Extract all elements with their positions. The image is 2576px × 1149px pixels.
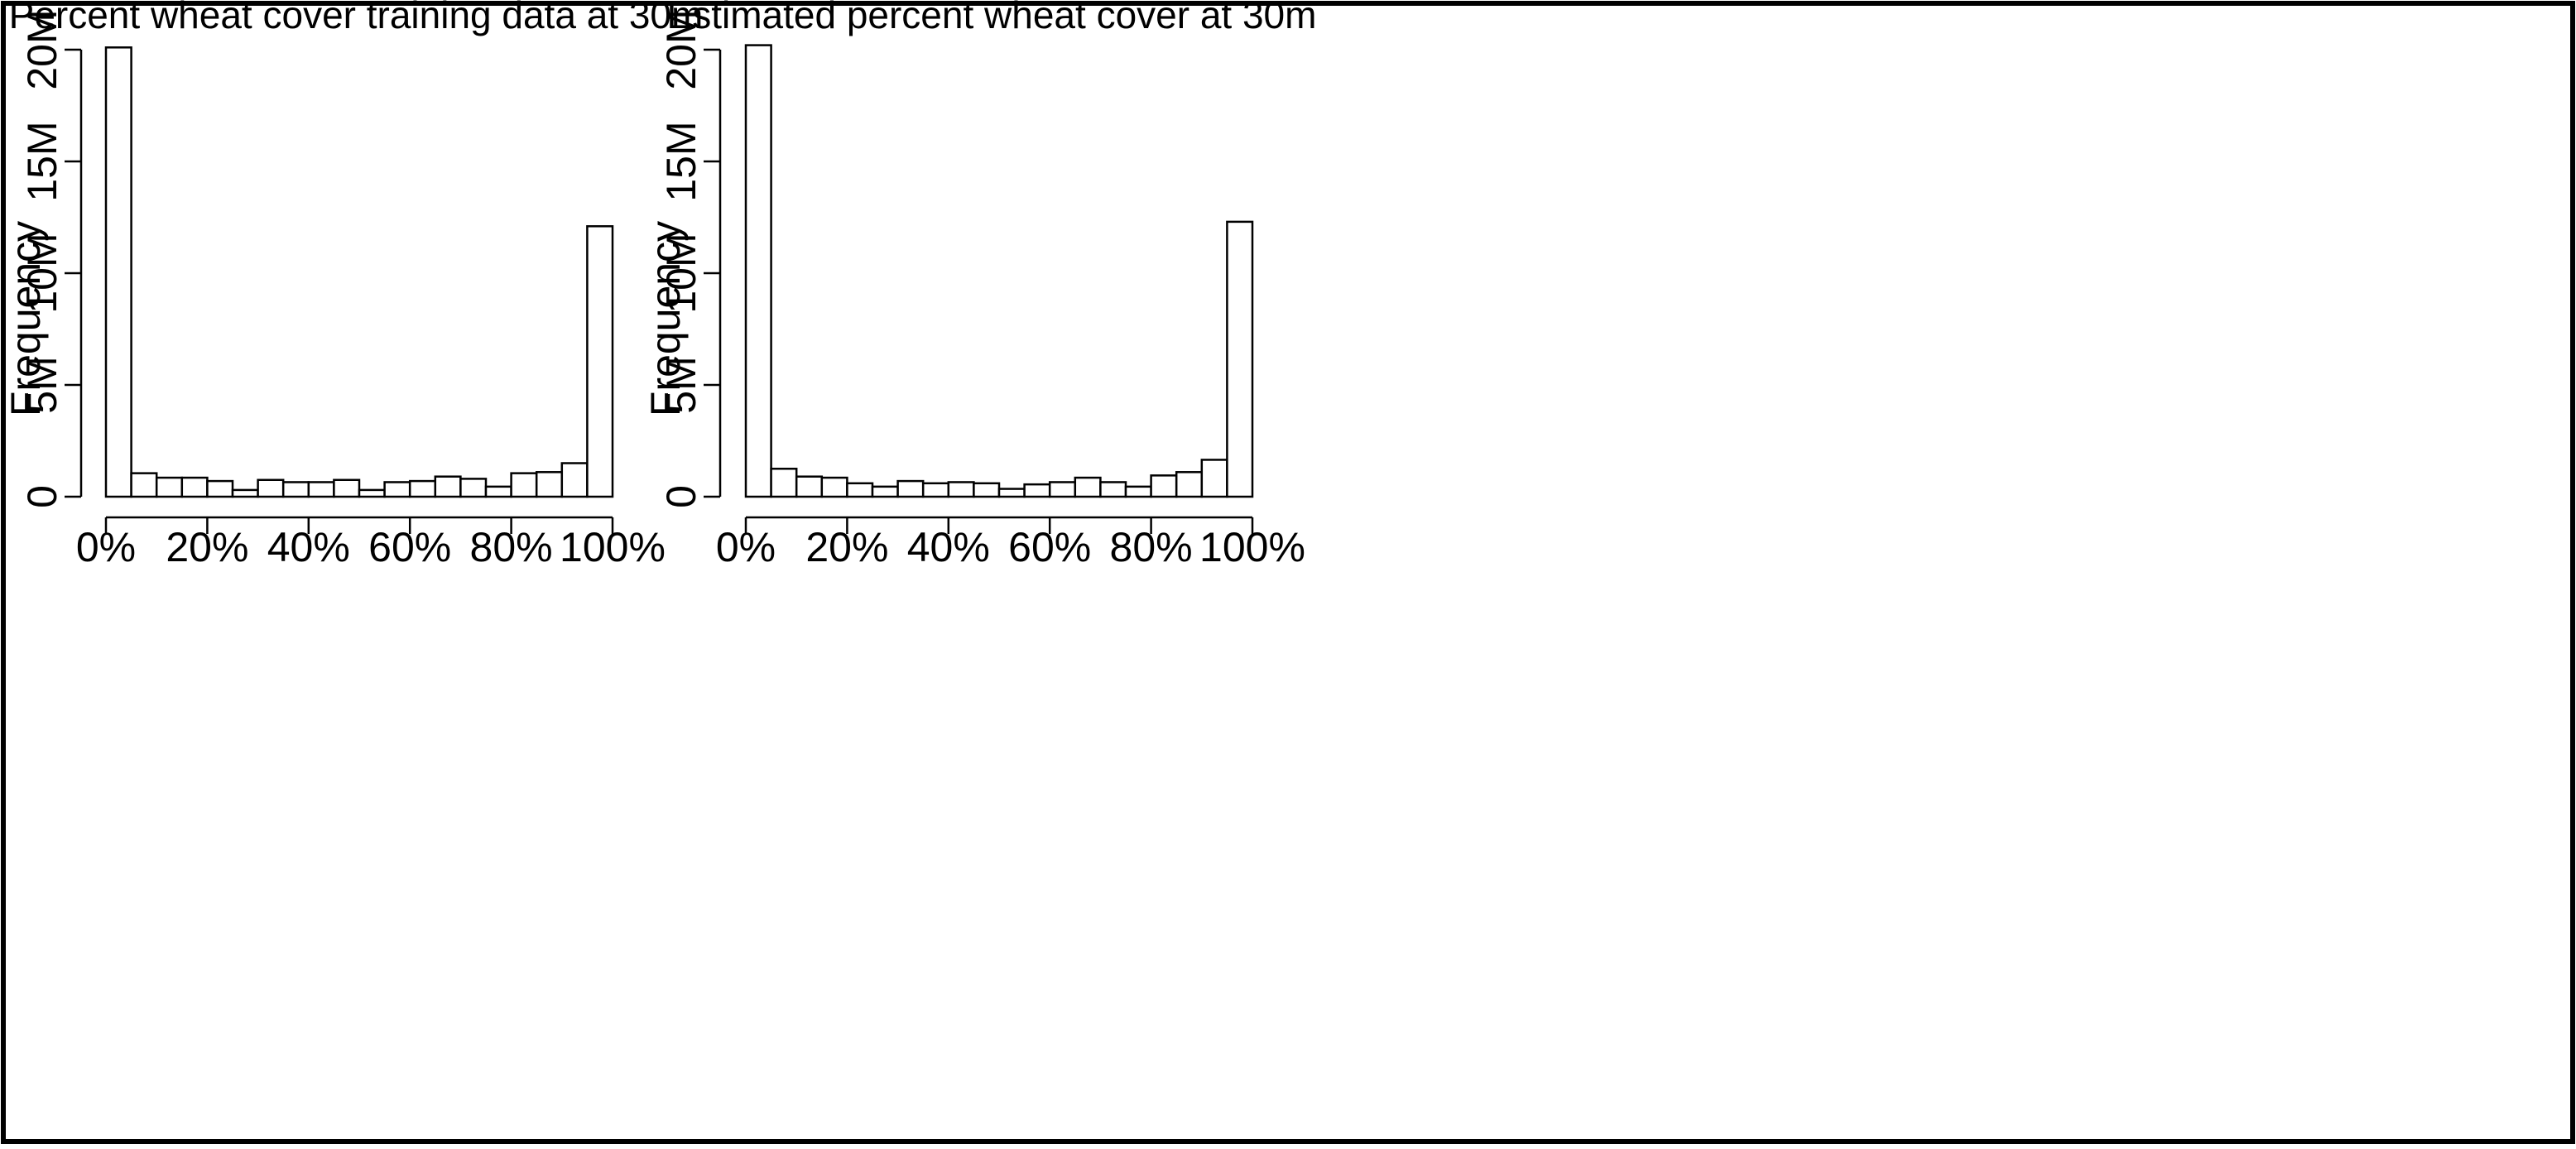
panel-1-bar-8 — [281, 481, 310, 498]
panel-1-bar-15 — [459, 478, 488, 498]
panel-2-bar-10 — [973, 482, 1001, 498]
panel-1-x-tick-label-4: 60% — [368, 524, 451, 570]
panel-1-bar-19 — [560, 462, 589, 498]
panel-1-x-tick-label-5: 80% — [470, 524, 553, 570]
panel-1-bar-2 — [130, 472, 158, 498]
panel-2-x-tick-label-5: 80% — [1110, 524, 1193, 570]
panel-2-y-tick-label-5: 20M — [658, 9, 704, 89]
panel-2-bar-18 — [1175, 471, 1204, 498]
panel-2-y-tick-label-1: 0 — [658, 485, 704, 508]
panel-2-bar-16 — [1124, 485, 1152, 498]
panel-2-bar-15 — [1099, 481, 1127, 498]
panel-1-bar-3 — [155, 476, 184, 498]
panel-2-y-tick-label-2: 5M — [658, 356, 704, 413]
panel-2-bar-2 — [770, 468, 798, 498]
panel-1-y-axis-label: Frequency — [2, 221, 49, 416]
panel-2-x-tick-label-3: 40% — [907, 524, 990, 570]
panel-1-bar-16 — [484, 485, 512, 498]
panel-1-bar-6 — [231, 488, 259, 498]
panel-2-bar-8 — [921, 482, 950, 498]
panel-2-bar-14 — [1074, 476, 1102, 498]
panel-1-bar-18 — [535, 471, 564, 498]
panel-2-bar-1 — [744, 44, 772, 498]
panel-2-bar-20 — [1226, 220, 1254, 498]
panel-2-bar-19 — [1200, 459, 1228, 498]
panel-1-bar-9 — [307, 481, 335, 498]
panel-2-y-tick-label-4: 15M — [658, 121, 704, 201]
panel-1-x-tick-label-6: 100% — [560, 524, 666, 570]
panel-2-y-axis-label: Frequency — [642, 221, 689, 416]
panel-1-bar-17 — [510, 472, 538, 498]
panel-2-bar-13 — [1048, 481, 1077, 498]
panel-2-bar-11 — [997, 488, 1026, 498]
panel-2-bar-7 — [896, 479, 925, 498]
panel-2-bar-3 — [795, 475, 824, 498]
panel-1-bar-14 — [434, 475, 462, 498]
panel-1-y-tick-label-1: 0 — [19, 485, 65, 508]
panel-2-bar-5 — [846, 482, 874, 498]
panel-1-bar-12 — [383, 481, 411, 498]
panel-1-bar-5 — [206, 479, 234, 498]
panel-1-y-tick-label-5: 20M — [19, 9, 65, 89]
panel-2-x-tick-label-6: 100% — [1199, 524, 1305, 570]
panel-1-x-tick-label-2: 20% — [166, 524, 248, 570]
panel-2-bar-6 — [871, 485, 899, 498]
panel-1-title: Percent wheat cover training data at 30m — [9, 0, 704, 36]
panel-1-bar-4 — [180, 476, 209, 498]
panel-2-x-tick-label-4: 60% — [1008, 524, 1091, 570]
panel-2-x-tick-label-2: 20% — [805, 524, 888, 570]
panel-1-bar-10 — [333, 478, 361, 498]
panel-1-x-tick-label-1: 0% — [76, 524, 136, 570]
panel-2-x-tick-label-1: 0% — [716, 524, 776, 570]
panel-1-y-tick-label-2: 5M — [19, 356, 65, 413]
panel-2-title: Estimated percent wheat cover at 30m — [667, 0, 1317, 36]
panel-2-bar-9 — [947, 481, 975, 498]
panel-1-bar-1 — [104, 46, 132, 498]
panel-1-bar-7 — [257, 478, 285, 498]
panel-2-bar-4 — [820, 476, 848, 498]
panel-2-bar-17 — [1150, 474, 1178, 498]
panel-1-x-tick-label-3: 40% — [267, 524, 350, 570]
panel-2-y-tick-label-3: 10M — [658, 233, 704, 313]
panel-1-bar-11 — [358, 488, 386, 498]
panel-1-bar-13 — [408, 479, 437, 498]
panel-1-y-tick-label-4: 15M — [19, 121, 65, 201]
panel-1-bar-20 — [586, 225, 614, 498]
panel-2-bar-12 — [1023, 483, 1051, 498]
panel-1-y-tick-label-3: 10M — [19, 233, 65, 313]
